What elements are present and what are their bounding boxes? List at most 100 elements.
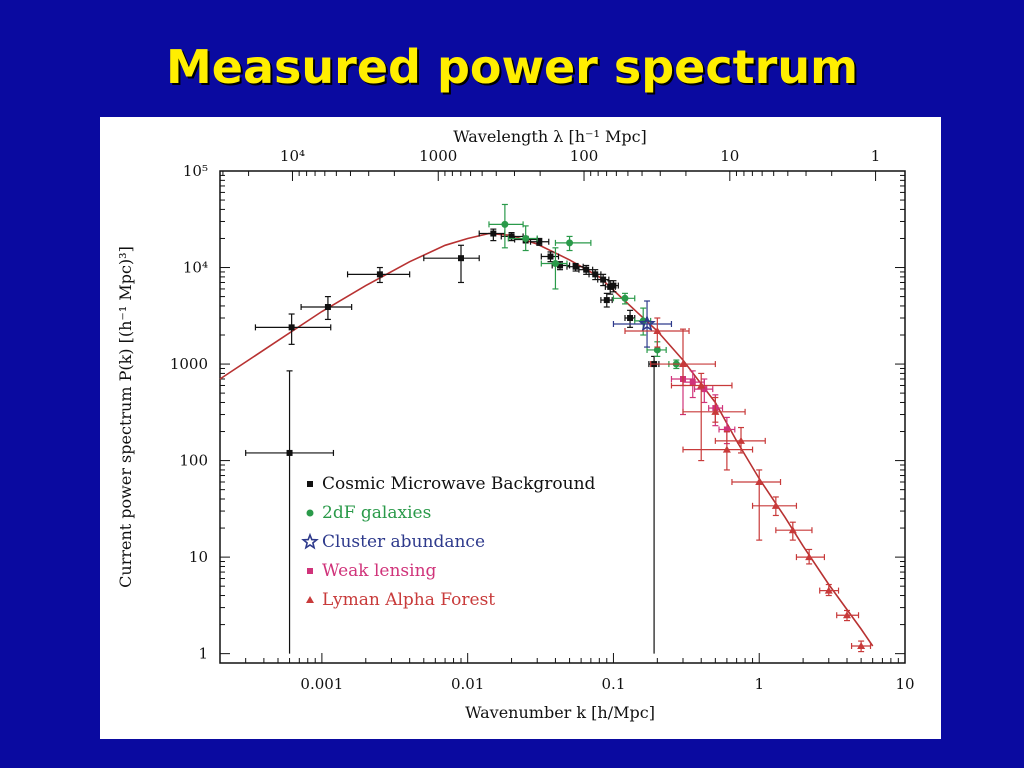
point-marker bbox=[737, 436, 746, 444]
point-marker bbox=[566, 239, 574, 247]
data-point bbox=[554, 235, 592, 252]
point-marker bbox=[547, 253, 554, 260]
point-marker bbox=[306, 596, 314, 603]
point-marker bbox=[301, 532, 319, 550]
point-marker bbox=[689, 379, 696, 386]
data-point bbox=[624, 317, 690, 348]
x-tick-label: 0.01 bbox=[451, 675, 484, 693]
legend-item: Lyman Alpha Forest bbox=[306, 590, 495, 610]
data-point bbox=[751, 496, 798, 517]
data-point bbox=[731, 469, 782, 541]
data-point bbox=[597, 273, 610, 287]
point-marker bbox=[805, 553, 814, 561]
point-marker bbox=[723, 426, 730, 433]
point-marker bbox=[522, 234, 530, 242]
point-marker bbox=[722, 445, 731, 453]
y-tick-label: 1 bbox=[198, 645, 208, 663]
y-tick-label: 1000 bbox=[170, 355, 208, 373]
point-marker bbox=[551, 260, 559, 268]
data-point bbox=[646, 341, 667, 358]
legend-item: Weak lensing bbox=[307, 561, 437, 581]
data-point bbox=[488, 203, 524, 249]
legend-item: Cluster abundance bbox=[301, 532, 485, 552]
point-marker bbox=[324, 304, 331, 311]
data-point bbox=[819, 583, 840, 597]
data-point bbox=[300, 295, 353, 321]
data-point bbox=[245, 370, 335, 654]
point-marker bbox=[638, 314, 656, 332]
data-point bbox=[670, 372, 733, 462]
point-marker bbox=[307, 481, 313, 487]
point-marker bbox=[306, 509, 314, 517]
point-marker bbox=[857, 642, 866, 650]
point-marker bbox=[603, 297, 610, 304]
data-point bbox=[254, 313, 332, 345]
top-tick-label: 10 bbox=[720, 147, 739, 165]
legend-label: 2dF galaxies bbox=[322, 503, 431, 523]
data-point bbox=[507, 225, 538, 252]
point-marker bbox=[376, 271, 383, 278]
data-point bbox=[624, 309, 636, 328]
data-point bbox=[650, 328, 716, 387]
legend-label: Weak lensing bbox=[322, 561, 437, 581]
data-point bbox=[346, 266, 411, 284]
point-marker bbox=[600, 276, 607, 283]
figure-panel: Wavelength λ [h⁻¹ Mpc] Wavenumber k [h/M… bbox=[100, 117, 941, 739]
legend-label: Lyman Alpha Forest bbox=[322, 590, 495, 610]
y-tick-label: 100 bbox=[179, 452, 208, 470]
x-axis-label: Wavenumber k [h/Mpc] bbox=[465, 703, 655, 722]
point-marker bbox=[583, 266, 590, 273]
point-marker bbox=[490, 230, 497, 237]
data-point bbox=[795, 548, 826, 565]
data-point bbox=[423, 244, 480, 284]
data-point bbox=[850, 640, 872, 653]
plot-frame bbox=[219, 170, 906, 664]
data-point bbox=[529, 237, 550, 246]
x-tick-label: 0.1 bbox=[602, 675, 626, 693]
data-point bbox=[540, 247, 568, 290]
model-curve-line bbox=[219, 232, 874, 647]
point-marker bbox=[508, 233, 515, 240]
top-tick-label: 1000 bbox=[419, 147, 457, 165]
point-marker bbox=[755, 478, 764, 486]
data-point bbox=[600, 292, 613, 308]
data-point bbox=[836, 609, 860, 622]
point-marker bbox=[842, 611, 851, 619]
point-marker bbox=[288, 324, 295, 331]
point-marker bbox=[457, 255, 464, 262]
data-point bbox=[714, 426, 766, 454]
top-tick-label: 10⁴ bbox=[280, 147, 305, 165]
point-marker bbox=[557, 262, 564, 269]
data-point bbox=[612, 292, 636, 305]
data-point bbox=[648, 355, 660, 654]
data-points-layer bbox=[245, 203, 872, 654]
data-point bbox=[682, 396, 746, 423]
point-marker bbox=[824, 586, 833, 594]
x-tick-label: 10 bbox=[895, 675, 914, 693]
y-tick-label: 10⁵ bbox=[183, 162, 208, 180]
point-marker bbox=[678, 360, 687, 368]
point-marker bbox=[307, 568, 313, 574]
legend-item: Cosmic Microwave Background bbox=[307, 474, 596, 494]
legend-label: Cluster abundance bbox=[322, 532, 485, 552]
legend-label: Cosmic Microwave Background bbox=[322, 474, 596, 494]
data-point bbox=[693, 378, 714, 404]
x-tick-label: 1 bbox=[754, 675, 764, 693]
data-point bbox=[608, 280, 619, 293]
data-point bbox=[775, 521, 813, 541]
point-marker bbox=[607, 283, 614, 290]
x-tick-label: 0.001 bbox=[300, 675, 343, 693]
y-axis-label: Current power spectrum P(k) [(h⁻¹ Mpc)³] bbox=[116, 246, 135, 588]
slide-title: Measured power spectrum bbox=[165, 40, 859, 94]
axis-ticks: 0.001 0.01 0.1 1 10 1 10 100 1000 10⁴ 10⁵ 10⁴ 1000 10… bbox=[170, 147, 915, 693]
top-axis-label: Wavelength λ [h⁻¹ Mpc] bbox=[453, 127, 647, 146]
point-marker bbox=[536, 238, 543, 245]
power-spectrum-chart: Wavelength λ [h⁻¹ Mpc] Wavenumber k [h/M… bbox=[116, 127, 915, 722]
y-tick-label: 10 bbox=[189, 548, 208, 566]
point-marker bbox=[592, 271, 599, 278]
point-marker bbox=[501, 220, 509, 228]
point-marker bbox=[788, 526, 797, 534]
y-tick-label: 10⁴ bbox=[183, 259, 208, 277]
point-marker bbox=[711, 407, 720, 415]
point-marker bbox=[653, 327, 662, 335]
